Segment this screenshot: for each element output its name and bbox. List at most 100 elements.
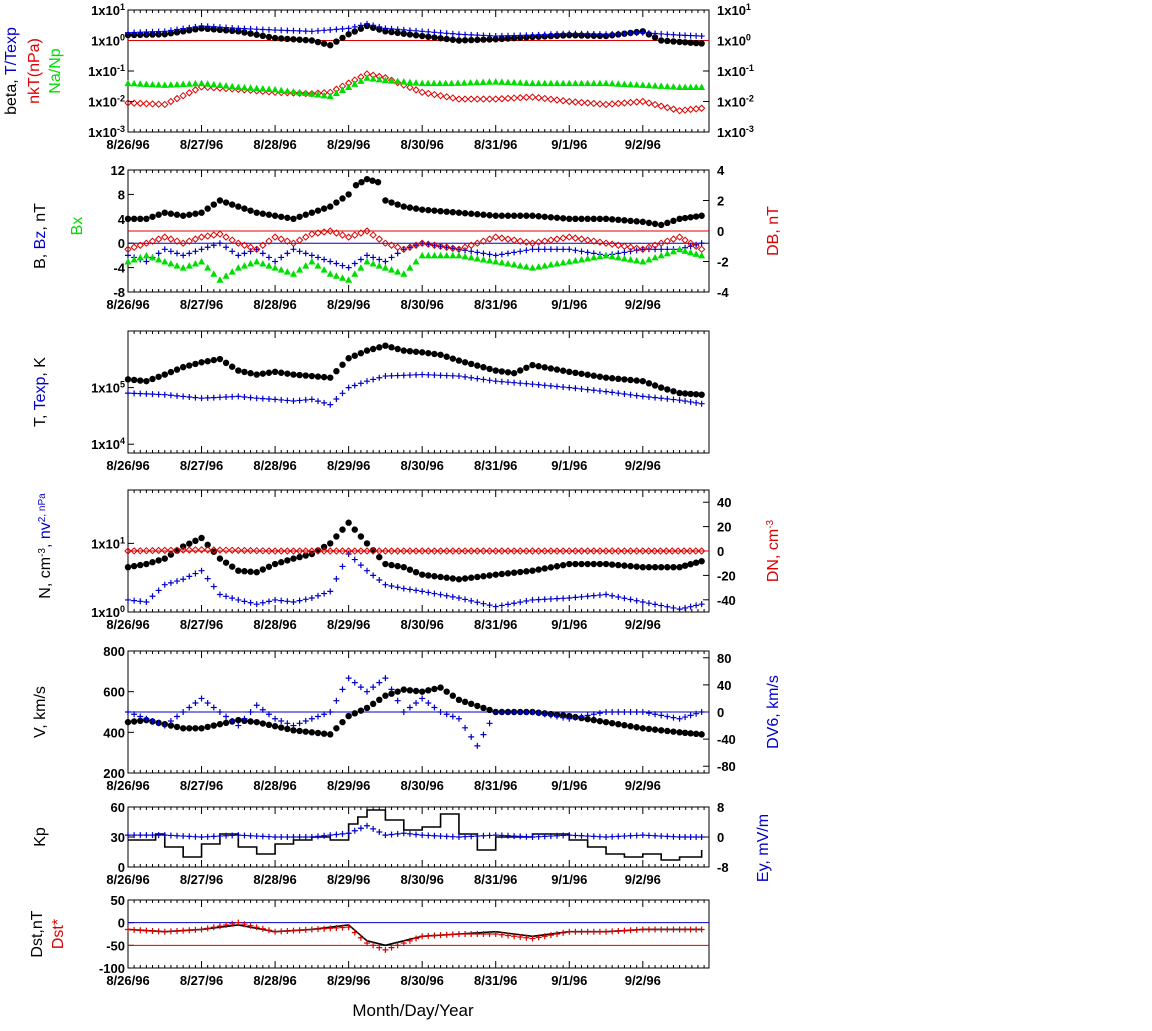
data-point xyxy=(149,832,156,839)
data-point xyxy=(327,258,334,265)
data-point xyxy=(149,80,157,88)
data-point xyxy=(124,376,132,383)
data-point xyxy=(278,718,285,725)
data-point xyxy=(670,728,677,735)
data-point xyxy=(698,731,705,738)
y-tick-label: 1x104 xyxy=(91,436,125,452)
data-point xyxy=(504,932,511,939)
x-tick-label: 8/31/96 xyxy=(474,458,517,473)
data-point xyxy=(430,547,439,555)
data-point xyxy=(692,547,700,555)
data-point xyxy=(590,215,597,222)
data-point xyxy=(486,251,493,258)
data-point xyxy=(167,579,174,586)
data-point xyxy=(559,79,567,87)
x-tick-label: 8/31/96 xyxy=(474,973,517,988)
data-point xyxy=(418,688,426,695)
data-point xyxy=(240,241,249,249)
y-tick-label: 60 xyxy=(111,800,125,815)
data-point xyxy=(687,214,694,221)
data-point xyxy=(302,233,310,241)
data-point xyxy=(523,380,530,387)
data-point xyxy=(394,697,401,704)
data-point xyxy=(186,211,193,218)
data-point xyxy=(443,711,450,718)
data-point xyxy=(535,246,542,253)
data-point xyxy=(474,573,481,581)
data-point xyxy=(442,243,451,251)
data-point xyxy=(216,230,224,238)
data-point xyxy=(241,368,248,376)
data-point xyxy=(161,233,169,241)
data-point xyxy=(645,394,652,401)
data-point xyxy=(627,709,634,715)
data-point xyxy=(339,262,346,269)
data-point xyxy=(492,547,500,555)
data-point xyxy=(314,229,322,237)
data-point xyxy=(296,927,303,934)
data-point xyxy=(370,684,377,691)
data-point xyxy=(486,36,493,43)
data-point xyxy=(173,723,181,731)
data-point xyxy=(424,79,432,87)
data-point xyxy=(271,723,279,730)
data-point xyxy=(185,546,193,554)
data-point xyxy=(431,372,438,379)
y-tick-label: 600 xyxy=(103,685,125,700)
series-black xyxy=(124,175,705,229)
data-point xyxy=(596,252,604,260)
data-point xyxy=(198,834,205,840)
data-point xyxy=(602,100,610,109)
data-point xyxy=(210,833,217,840)
data-point xyxy=(486,377,493,384)
data-point xyxy=(204,205,211,212)
data-point xyxy=(296,397,303,404)
data-point xyxy=(247,568,254,575)
data-point xyxy=(645,30,652,37)
data-point xyxy=(639,563,647,571)
data-point xyxy=(247,84,255,91)
data-point xyxy=(632,547,641,555)
data-point xyxy=(314,926,321,933)
data-point xyxy=(639,832,646,839)
data-point xyxy=(265,369,273,376)
y-tick-label: 400 xyxy=(103,725,125,740)
data-point xyxy=(681,83,689,90)
data-point xyxy=(480,32,487,39)
data-point xyxy=(351,270,359,277)
data-point xyxy=(627,927,634,934)
data-point xyxy=(339,390,346,397)
data-point xyxy=(547,595,554,602)
data-point xyxy=(167,97,175,106)
data-point xyxy=(669,105,678,113)
data-point xyxy=(412,241,420,249)
data-point xyxy=(474,362,481,369)
data-point xyxy=(553,235,561,243)
y2-tick-label: 2 xyxy=(717,194,724,209)
series-blue xyxy=(125,551,705,613)
data-point xyxy=(259,85,267,92)
y2-tick-label: 40 xyxy=(717,495,731,510)
data-point xyxy=(516,79,524,86)
data-point xyxy=(369,345,377,353)
data-point xyxy=(302,28,309,35)
data-point xyxy=(449,593,456,600)
data-point xyxy=(676,397,683,404)
data-point xyxy=(664,563,671,571)
y-tick-label: 1x105 xyxy=(91,380,125,396)
data-point xyxy=(247,248,254,255)
data-point xyxy=(698,251,706,259)
data-point xyxy=(222,546,230,554)
data-point xyxy=(185,89,193,97)
data-point xyxy=(339,526,346,533)
data-point xyxy=(338,231,347,239)
data-point xyxy=(216,24,223,31)
data-point xyxy=(124,215,132,222)
data-point xyxy=(615,375,622,383)
data-point xyxy=(192,537,199,545)
data-point xyxy=(455,715,462,722)
data-point xyxy=(578,385,585,392)
data-point xyxy=(351,547,359,555)
data-point xyxy=(652,394,659,401)
data-point xyxy=(143,832,150,839)
